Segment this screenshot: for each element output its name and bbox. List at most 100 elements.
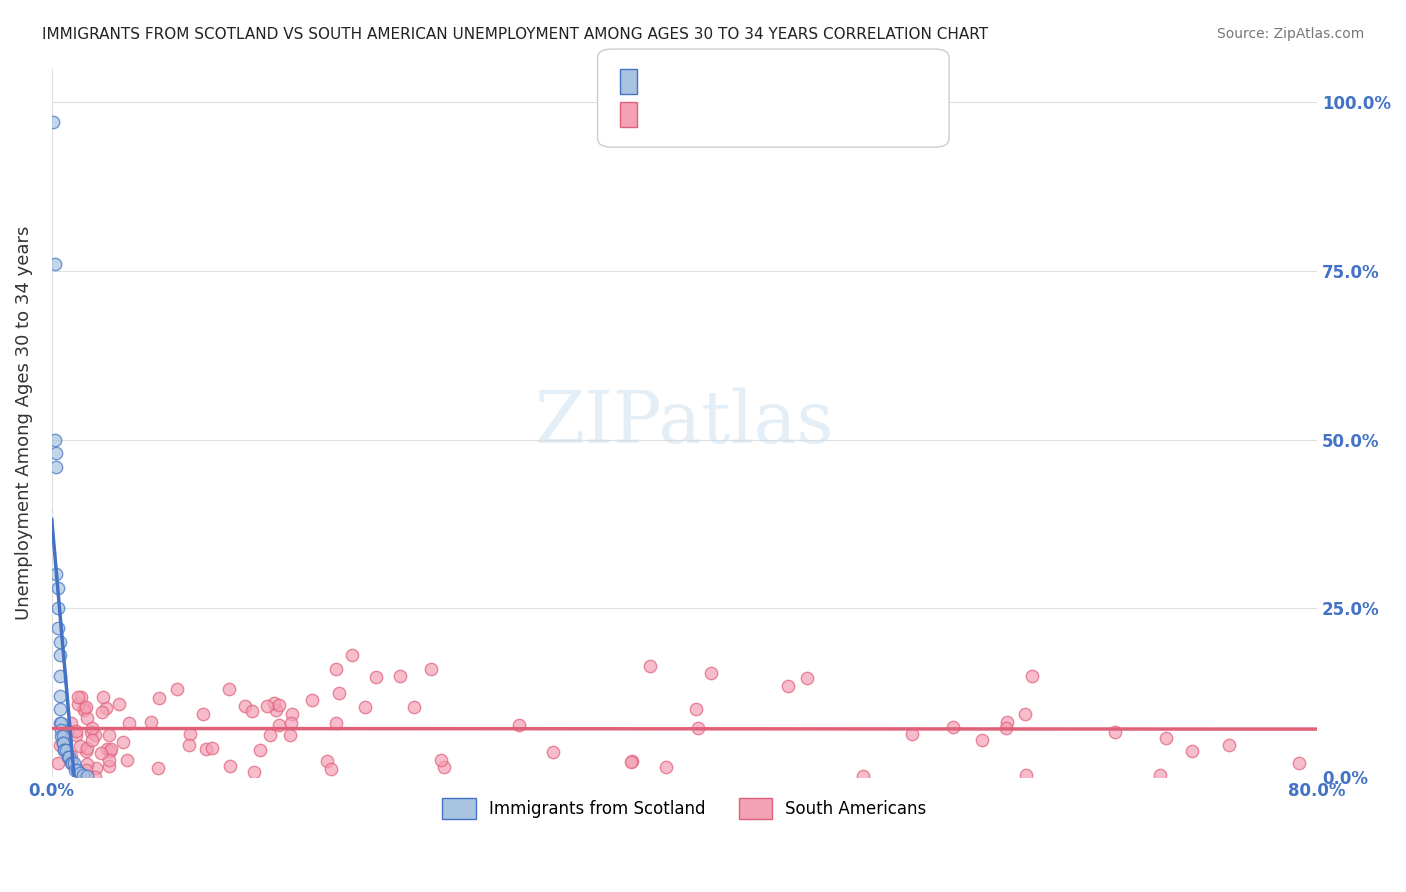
Text: Source: ZipAtlas.com: Source: ZipAtlas.com: [1216, 27, 1364, 41]
Point: [45, 446, 67, 460]
Point: [98, 759, 121, 773]
Point: [52, 730, 75, 744]
Point: [75, 764, 97, 778]
Point: [1104, 724, 1126, 739]
Point: [852, 769, 875, 783]
Point: [620, 755, 643, 769]
Point: [98, 753, 121, 767]
Point: [1014, 706, 1036, 721]
Point: [52, 736, 75, 750]
Point: [942, 720, 965, 734]
Point: [263, 696, 285, 710]
Point: [1149, 768, 1171, 782]
Point: [259, 729, 281, 743]
Point: [195, 741, 218, 756]
Point: [90, 746, 112, 760]
Point: [1154, 731, 1177, 745]
Point: [315, 754, 337, 768]
Point: [55, 743, 77, 757]
Point: [269, 698, 291, 712]
Point: [256, 698, 278, 713]
Point: [83, 770, 105, 784]
Point: [995, 715, 1018, 730]
Point: [994, 722, 1017, 736]
Point: [420, 662, 443, 676]
Point: [72, 768, 94, 782]
Point: [218, 759, 240, 773]
Point: [76, 768, 98, 782]
Point: [76, 741, 98, 756]
Point: [179, 726, 201, 740]
Point: [177, 738, 200, 752]
Point: [56, 749, 79, 764]
Point: [84, 761, 107, 775]
Text: R = 0.535   N = 34: R = 0.535 N = 34: [640, 73, 810, 91]
Point: [48, 715, 70, 730]
Point: [267, 718, 290, 732]
Point: [65, 728, 87, 742]
Point: [364, 670, 387, 684]
Point: [59, 756, 82, 771]
Point: [69, 739, 91, 753]
Text: ZIPatlas: ZIPatlas: [534, 387, 834, 458]
Point: [51, 723, 73, 737]
Point: [621, 754, 644, 768]
Point: [49, 738, 72, 752]
Point: [60, 749, 83, 764]
Point: [98, 744, 121, 758]
Point: [264, 703, 287, 717]
Point: [46, 756, 69, 770]
Point: [58, 749, 80, 764]
Point: [700, 665, 723, 680]
Point: [73, 703, 96, 717]
Point: [76, 756, 98, 771]
Point: [56, 725, 79, 739]
Point: [353, 699, 375, 714]
Point: [319, 762, 342, 776]
Point: [44, 257, 66, 271]
Point: [53, 743, 76, 757]
Point: [108, 697, 131, 711]
Point: [45, 459, 67, 474]
Point: [148, 690, 170, 705]
Point: [508, 718, 530, 732]
Point: [65, 763, 87, 777]
Point: [685, 701, 707, 715]
Point: [63, 756, 86, 771]
Point: [59, 715, 82, 730]
Point: [118, 716, 141, 731]
Point: [638, 659, 661, 673]
Point: [796, 671, 818, 685]
Point: [654, 760, 676, 774]
Point: [402, 700, 425, 714]
Point: [96, 742, 118, 756]
Point: [44, 433, 66, 447]
Point: [541, 746, 564, 760]
Point: [429, 753, 451, 767]
Point: [1218, 739, 1240, 753]
Point: [301, 693, 323, 707]
Point: [46, 622, 69, 636]
Point: [42, 115, 65, 129]
Text: R = -0.135   N = 99: R = -0.135 N = 99: [640, 105, 817, 123]
Point: [66, 763, 89, 777]
Point: [45, 567, 67, 582]
Point: [82, 733, 104, 747]
Point: [48, 635, 70, 649]
Point: [342, 648, 364, 663]
Point: [69, 766, 91, 780]
Text: IMMIGRANTS FROM SCOTLAND VS SOUTH AMERICAN UNEMPLOYMENT AMONG AGES 30 TO 34 YEAR: IMMIGRANTS FROM SCOTLAND VS SOUTH AMERIC…: [42, 27, 988, 42]
Point: [148, 761, 170, 775]
Point: [901, 727, 924, 741]
Point: [240, 704, 263, 718]
Point: [75, 744, 97, 758]
Point: [325, 662, 347, 676]
Point: [56, 723, 79, 737]
Point: [91, 705, 114, 719]
Point: [46, 601, 69, 615]
Point: [96, 701, 118, 715]
Point: [48, 689, 70, 703]
Point: [48, 702, 70, 716]
Point: [280, 716, 302, 731]
Point: [249, 743, 271, 757]
